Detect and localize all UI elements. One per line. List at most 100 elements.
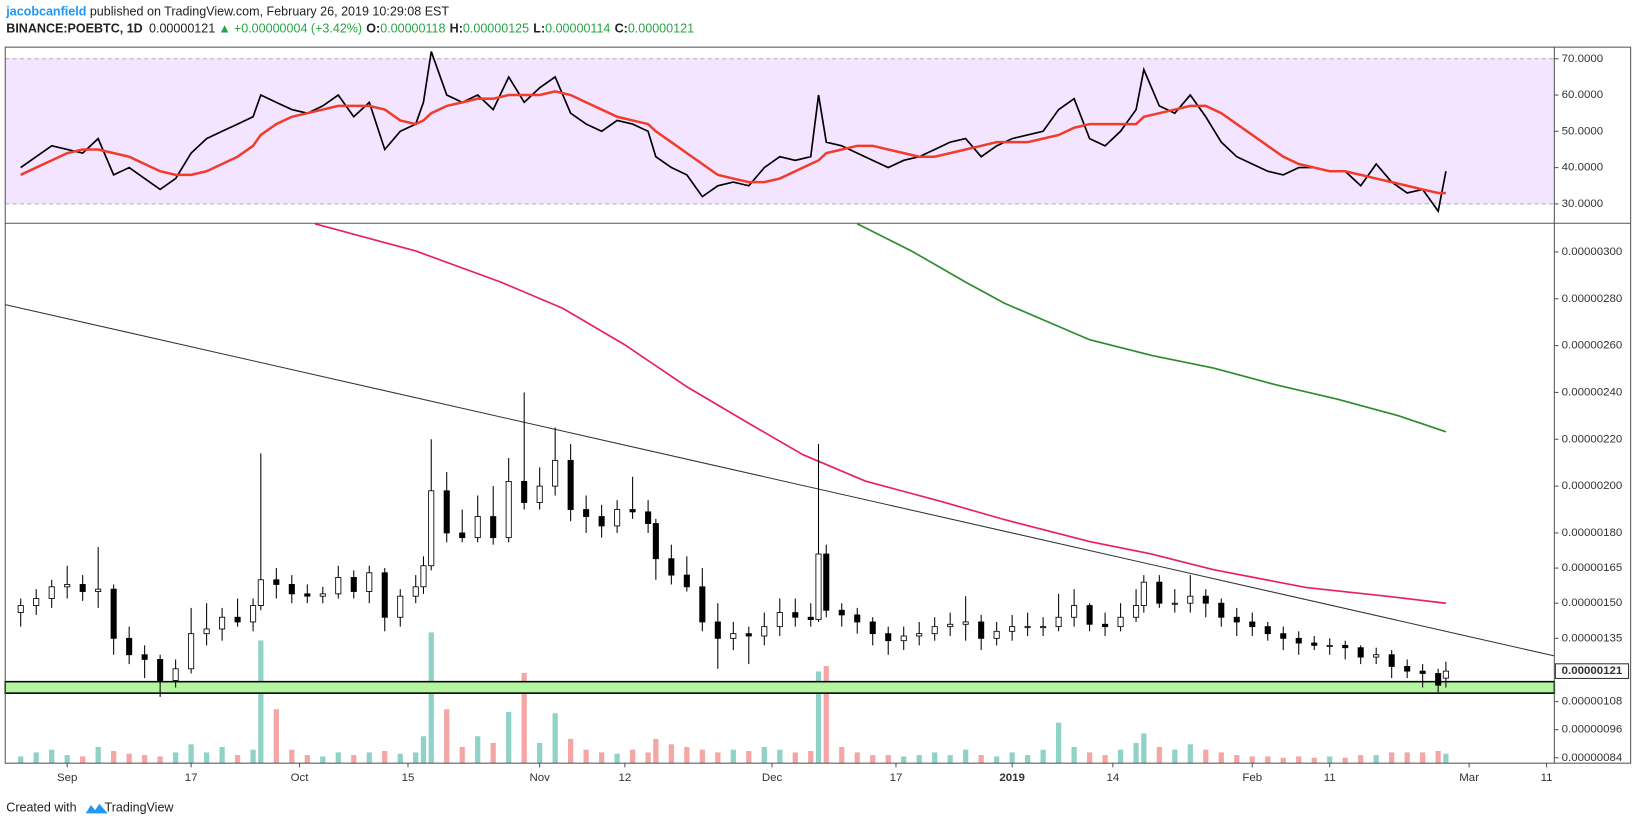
candle-body [1280, 633, 1287, 639]
y-tick-label: 0.00000180 [1562, 527, 1623, 539]
support-zone [4, 680, 1556, 694]
rsi-ma-line [20, 90, 1446, 195]
candle-body [1249, 621, 1256, 628]
candle-body [304, 593, 311, 597]
candle-body [792, 612, 799, 618]
l: 0.00000114 [545, 22, 610, 36]
candle-body [683, 574, 690, 588]
change: +0.00000004 (+3.42%) [234, 22, 362, 36]
x-tick-label: 11 [1324, 772, 1336, 784]
candle-body [1009, 626, 1016, 632]
candle-body [1086, 605, 1093, 625]
candle-body [428, 490, 435, 567]
volume-bar [420, 736, 427, 764]
candle-body [17, 605, 24, 613]
y-tick-label: 0.00000260 [1562, 340, 1623, 352]
volume-bar [916, 755, 922, 764]
author[interactable]: jacobcanfield [5, 5, 86, 19]
candle-body [730, 633, 737, 639]
volume-bar [1009, 752, 1015, 764]
volume-bar [808, 751, 814, 764]
volume-bar [521, 672, 527, 764]
volume-bar [18, 756, 24, 764]
volume-bar [1117, 749, 1124, 764]
volume-bar [1234, 755, 1240, 764]
candle-body [598, 516, 605, 527]
candle-body [668, 558, 675, 576]
volume-bar [963, 749, 969, 764]
candle-body [947, 623, 954, 628]
volume-bar [792, 752, 798, 764]
footer-brand[interactable]: TradingView [105, 800, 175, 814]
volume-bar [947, 755, 953, 764]
candle-body [250, 605, 257, 623]
candle-body [33, 598, 40, 606]
candle-body [1187, 595, 1194, 604]
rsi-tick-label: 40.0000 [1562, 162, 1604, 174]
volume-bar [234, 755, 241, 764]
candle-body [838, 609, 845, 616]
footer-created: Created with [6, 800, 76, 814]
y-tick-label: 0.00000200 [1562, 480, 1623, 492]
volume-bar [583, 749, 589, 764]
candle-body [552, 459, 559, 487]
volume-bar [599, 752, 605, 764]
candle-body [172, 668, 179, 681]
trendline [5, 304, 1555, 657]
volume-bar [157, 756, 163, 764]
x-tick-label: Mar [1459, 772, 1479, 784]
volume-bar [932, 752, 938, 764]
volume-bar [537, 742, 543, 764]
volume-bar [397, 753, 403, 764]
o-label: O: [366, 22, 380, 36]
volume-bar [614, 753, 620, 764]
candle-body [319, 593, 326, 597]
x-tick-label: 17 [890, 772, 903, 784]
footer-logo [85, 803, 108, 814]
moving-average [314, 222, 1447, 605]
candle-body [1055, 616, 1062, 628]
candle-body [699, 586, 706, 623]
volume-bar [1404, 752, 1410, 764]
candle-body [257, 579, 264, 606]
y-tick-label: 0.00000220 [1562, 433, 1623, 445]
volume-bar [839, 746, 845, 764]
candle-body [48, 586, 55, 599]
candle-body [815, 553, 822, 621]
header-line-1: jacobcanfield published on TradingView.c… [5, 5, 449, 19]
volume-bar [1071, 746, 1077, 764]
candle-body [776, 612, 783, 628]
candle-body [1442, 670, 1449, 679]
volume-bar [459, 746, 465, 764]
volume-bar [142, 755, 148, 764]
candle-body [1040, 626, 1047, 629]
candle-body [1264, 626, 1271, 635]
candle-body [64, 584, 71, 588]
last-price-box [1554, 663, 1630, 679]
candle-body [1133, 605, 1140, 618]
volume-bar [1203, 749, 1209, 764]
candle-body [1102, 623, 1109, 628]
volume-bar [630, 749, 636, 764]
candle-body [823, 553, 830, 611]
candle-body [273, 579, 280, 585]
candle-body [962, 621, 969, 625]
candle-body [490, 516, 497, 539]
volume-bar [885, 755, 891, 764]
candle-body [1404, 666, 1411, 672]
volume-bar [1265, 756, 1271, 764]
volume-bar [1443, 753, 1449, 764]
rsi-band [5, 58, 1555, 204]
volume-bar [715, 752, 721, 764]
volume-bar [444, 709, 450, 764]
volume-bar [854, 752, 860, 764]
candle-body [993, 630, 1000, 639]
candle-body [614, 509, 621, 527]
arrow: ▲ [218, 22, 230, 36]
y-tick-label: 0.00000096 [1562, 724, 1623, 736]
rsi-line [20, 51, 1447, 214]
h-label: H: [450, 22, 463, 36]
volume-bar [1187, 744, 1193, 764]
volume-bar [1040, 749, 1046, 764]
